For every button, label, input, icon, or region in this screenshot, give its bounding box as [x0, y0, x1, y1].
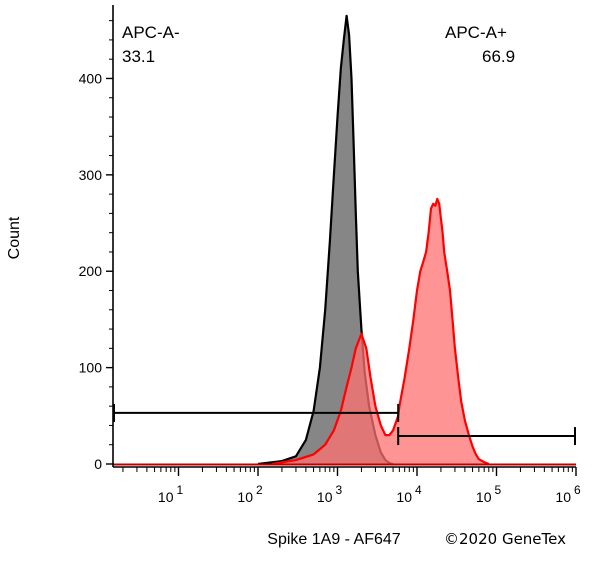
x-tick-label-base-6: 10	[555, 489, 571, 505]
x-tick-label-base-1: 10	[158, 489, 174, 505]
y-tick-label-100: 100	[79, 360, 103, 376]
x-tick-label-exp-2: 2	[256, 483, 263, 497]
y-tick-label-0: 0	[94, 456, 102, 472]
gate-positive-name: APC-A+	[445, 23, 507, 42]
gate-negative-name: APC-A-	[122, 23, 180, 42]
x-tick-label-exp-3: 3	[336, 483, 343, 497]
series-1-line	[271, 197, 490, 466]
y-tick-label-300: 300	[79, 167, 103, 183]
x-tick-label-base-3: 10	[317, 489, 333, 505]
x-tick-label-base-2: 10	[237, 489, 253, 505]
gate-layer	[113, 403, 576, 446]
x-tick-label-base-5: 10	[476, 489, 492, 505]
y-axis-title: Count	[6, 216, 23, 259]
x-tick-label-exp-4: 4	[415, 483, 422, 497]
copyright-credit: ©2020 GeneTex	[444, 530, 566, 548]
x-tick-label-exp-1: 1	[177, 483, 184, 497]
x-tick-label-exp-5: 5	[495, 483, 502, 497]
y-tick-label-200: 200	[79, 263, 103, 279]
gate-negative-percent: 33.1	[122, 47, 155, 66]
x-tick-label-base-4: 10	[396, 489, 412, 505]
x-tick-label-exp-6: 6	[574, 483, 581, 497]
series-1-area	[272, 198, 489, 464]
x-axis-title: Spike 1A9 - AF647	[267, 531, 401, 548]
gate-positive-percent: 66.9	[482, 47, 515, 66]
series-layer	[113, 14, 576, 466]
y-tick-label-400: 400	[79, 70, 103, 86]
